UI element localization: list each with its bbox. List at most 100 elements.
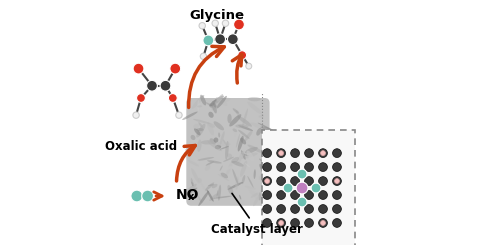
Ellipse shape <box>198 191 209 206</box>
Circle shape <box>304 219 314 227</box>
Circle shape <box>290 205 300 213</box>
Ellipse shape <box>210 193 218 201</box>
Ellipse shape <box>197 157 214 161</box>
Ellipse shape <box>245 147 258 154</box>
Ellipse shape <box>191 178 194 186</box>
Circle shape <box>290 163 300 172</box>
Ellipse shape <box>220 172 228 178</box>
Ellipse shape <box>200 95 206 105</box>
Ellipse shape <box>218 185 221 201</box>
Circle shape <box>133 63 144 74</box>
Circle shape <box>318 177 328 185</box>
Circle shape <box>262 149 272 158</box>
Circle shape <box>334 179 340 184</box>
Ellipse shape <box>190 135 196 140</box>
Ellipse shape <box>205 183 214 191</box>
Circle shape <box>203 35 213 46</box>
Ellipse shape <box>258 175 262 180</box>
Ellipse shape <box>223 139 226 145</box>
Ellipse shape <box>240 161 247 177</box>
Ellipse shape <box>214 196 232 199</box>
Circle shape <box>262 191 272 199</box>
Circle shape <box>262 219 272 227</box>
Circle shape <box>318 219 328 227</box>
Ellipse shape <box>207 122 214 135</box>
Ellipse shape <box>194 124 199 129</box>
Circle shape <box>160 80 171 91</box>
Circle shape <box>262 205 272 213</box>
Ellipse shape <box>212 94 223 110</box>
Circle shape <box>332 205 342 213</box>
Ellipse shape <box>182 111 198 120</box>
Ellipse shape <box>236 151 244 165</box>
Ellipse shape <box>228 185 234 195</box>
Ellipse shape <box>194 128 200 135</box>
Circle shape <box>133 112 140 118</box>
Circle shape <box>276 149 285 158</box>
FancyBboxPatch shape <box>186 98 270 206</box>
Ellipse shape <box>216 190 218 198</box>
Text: Oxalic acid: Oxalic acid <box>105 140 177 153</box>
Ellipse shape <box>214 121 224 130</box>
Ellipse shape <box>260 127 274 131</box>
Ellipse shape <box>208 112 214 118</box>
Ellipse shape <box>220 166 222 171</box>
Ellipse shape <box>218 133 220 137</box>
Circle shape <box>234 19 244 30</box>
Circle shape <box>262 163 272 172</box>
Ellipse shape <box>228 114 232 123</box>
Ellipse shape <box>251 122 268 131</box>
Ellipse shape <box>207 160 222 163</box>
Ellipse shape <box>198 196 202 203</box>
FancyBboxPatch shape <box>262 130 356 245</box>
Ellipse shape <box>258 115 264 118</box>
Circle shape <box>290 177 300 185</box>
Ellipse shape <box>198 178 202 183</box>
Circle shape <box>332 177 342 185</box>
Circle shape <box>318 205 328 213</box>
Ellipse shape <box>236 134 240 148</box>
Ellipse shape <box>256 128 262 136</box>
Ellipse shape <box>185 149 200 163</box>
Circle shape <box>200 53 206 60</box>
Ellipse shape <box>226 161 233 176</box>
Ellipse shape <box>220 131 224 145</box>
Ellipse shape <box>230 114 241 126</box>
Ellipse shape <box>212 184 218 188</box>
FancyArrowPatch shape <box>188 46 224 108</box>
Circle shape <box>290 191 300 199</box>
Ellipse shape <box>198 100 200 111</box>
Circle shape <box>214 34 226 45</box>
Ellipse shape <box>198 122 203 128</box>
Circle shape <box>276 163 285 172</box>
Ellipse shape <box>245 186 256 190</box>
Ellipse shape <box>206 102 213 107</box>
Circle shape <box>228 34 238 45</box>
Circle shape <box>276 205 285 213</box>
Ellipse shape <box>197 140 202 152</box>
Text: Catalyst layer: Catalyst layer <box>212 193 304 236</box>
Circle shape <box>170 63 180 74</box>
Circle shape <box>332 191 342 199</box>
Ellipse shape <box>248 145 264 153</box>
Circle shape <box>304 205 314 213</box>
Ellipse shape <box>216 97 228 106</box>
Ellipse shape <box>256 195 262 201</box>
Ellipse shape <box>206 190 214 202</box>
FancyArrowPatch shape <box>232 55 241 83</box>
Circle shape <box>311 183 321 193</box>
Ellipse shape <box>214 166 232 173</box>
Ellipse shape <box>208 141 222 151</box>
Ellipse shape <box>220 98 230 103</box>
Ellipse shape <box>240 153 249 156</box>
Ellipse shape <box>206 161 214 166</box>
Circle shape <box>276 219 285 227</box>
Circle shape <box>199 23 205 29</box>
Ellipse shape <box>238 116 252 127</box>
Ellipse shape <box>192 95 204 109</box>
Ellipse shape <box>216 96 227 109</box>
Circle shape <box>318 149 328 158</box>
Ellipse shape <box>210 99 217 106</box>
Ellipse shape <box>241 153 258 159</box>
Ellipse shape <box>196 128 203 131</box>
